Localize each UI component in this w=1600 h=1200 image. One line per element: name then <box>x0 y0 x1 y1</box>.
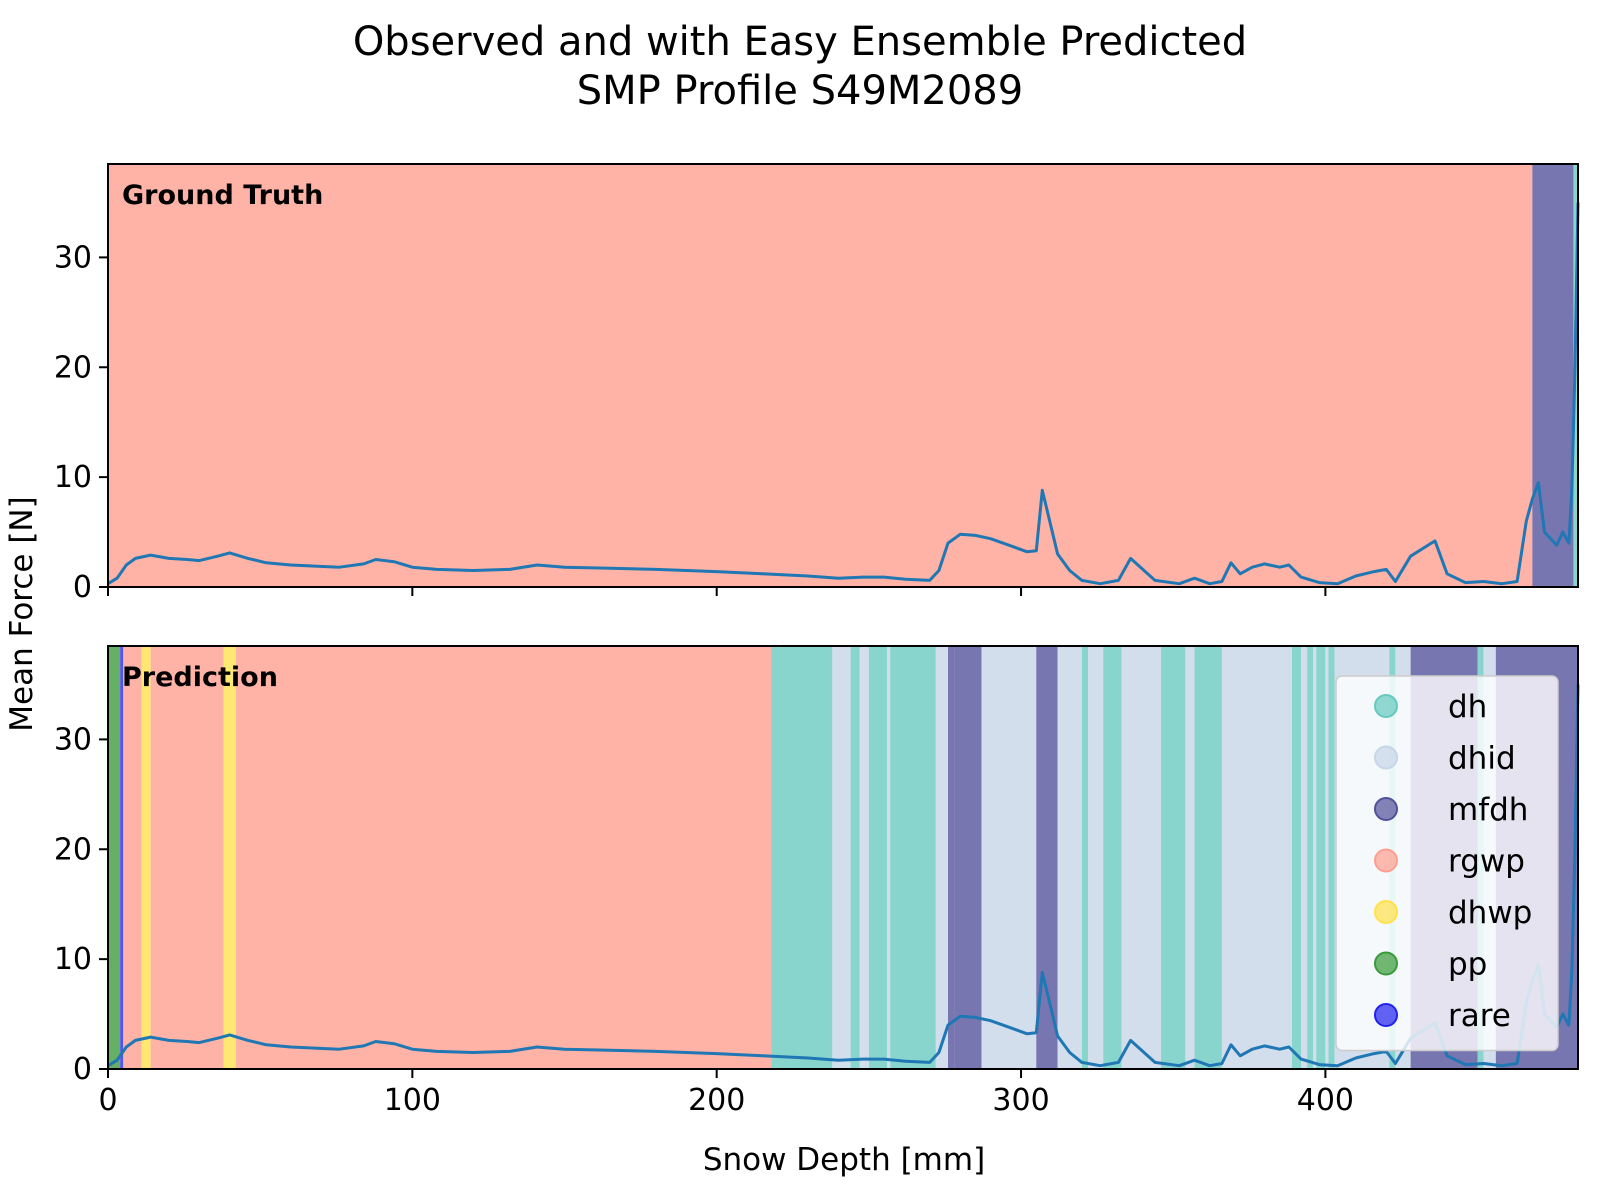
y-tick-label: 10 <box>54 942 92 977</box>
panel-label: Prediction <box>122 662 278 693</box>
y-tick-label: 20 <box>54 350 92 385</box>
segment-pp-0 <box>108 646 121 1069</box>
legend-marker-pp <box>1374 951 1398 976</box>
legend: dh dhid mfdh rgwp dhwp pp rare <box>1335 675 1559 1052</box>
legend-marker-dh <box>1374 694 1398 718</box>
segment-dhid-14 <box>935 646 948 1069</box>
legend-label-dhwp: dhwp <box>1448 895 1532 931</box>
y-tick-label: 20 <box>54 832 92 867</box>
segment-dh-7 <box>771 646 833 1069</box>
x-tick-label: 300 <box>992 1083 1049 1118</box>
y-tick-label: 0 <box>73 570 92 605</box>
x-axis-ticks: 0 100 200 300 400 <box>98 1083 1354 1118</box>
y-axis-label: Mean Force [N] <box>4 496 40 731</box>
x-axis-label: Snow Depth [mm] <box>703 1142 985 1178</box>
segment-dhid-17 <box>981 646 1037 1069</box>
legend-marker-dhwp <box>1374 900 1398 924</box>
segment-dh-9 <box>850 646 860 1069</box>
segment-dh-22 <box>1103 646 1122 1069</box>
panel-label: Ground Truth <box>122 180 323 211</box>
chart-title: Observed and with Easy Ensemble Predicte… <box>353 19 1247 65</box>
y-tick-label: 0 <box>73 1052 92 1087</box>
segment-rgwp-0 <box>108 164 1533 587</box>
segment-rgwp-2 <box>123 646 142 1069</box>
segment-mfdh-1 <box>1532 164 1574 587</box>
x-tick-label: 0 <box>98 1083 117 1118</box>
segment-dhid-19 <box>1057 646 1082 1069</box>
segment-dhid-8 <box>832 646 851 1069</box>
segment-dhid-10 <box>859 646 869 1069</box>
segment-dhid-27 <box>1221 646 1292 1069</box>
legend-marker-rgwp <box>1374 848 1398 873</box>
segment-dhid-12 <box>887 646 891 1069</box>
y-tick-label: 30 <box>54 722 92 757</box>
segment-dh-11 <box>868 646 888 1069</box>
segment-dh-32 <box>1316 646 1326 1069</box>
segment-dh-30 <box>1307 646 1314 1069</box>
force-line <box>107 202 1580 586</box>
legend-marker-dhid <box>1374 745 1398 770</box>
legend-marker-mfdh <box>1374 797 1398 821</box>
legend-label-rgwp: rgwp <box>1448 844 1525 880</box>
legend-marker-rare <box>1374 1003 1398 1027</box>
segment-dh-13 <box>890 646 936 1069</box>
legend-label-pp: pp <box>1448 947 1487 983</box>
segment-rgwp-6 <box>235 646 772 1069</box>
segment-rare-1 <box>120 646 124 1069</box>
segment-dhwp-5 <box>223 646 236 1069</box>
segment-dhwp-3 <box>141 646 151 1069</box>
chart-subtitle: SMP Profile S49M2089 <box>577 68 1023 114</box>
segment-dh-26 <box>1194 646 1222 1069</box>
segment-dhid-33 <box>1325 646 1329 1069</box>
segment-dhid-31 <box>1313 646 1317 1069</box>
segment-mfdh-15 <box>948 646 955 1069</box>
segment-dhid-23 <box>1121 646 1162 1069</box>
segment-dhid-21 <box>1088 646 1104 1069</box>
x-tick-label: 400 <box>1297 1083 1354 1118</box>
segment-dh-24 <box>1161 646 1186 1069</box>
segment-mfdh-16 <box>954 646 982 1069</box>
segment-dhid-29 <box>1301 646 1308 1069</box>
segment-dhid-25 <box>1185 646 1195 1069</box>
x-tick-label: 100 <box>384 1083 441 1118</box>
legend-label-mfdh: mfdh <box>1448 792 1528 828</box>
x-tick-label: 200 <box>688 1083 745 1118</box>
legend-label-rare: rare <box>1448 998 1511 1034</box>
segment-rgwp-4 <box>150 646 224 1069</box>
plot-frame <box>107 645 1579 1070</box>
plot-frame <box>107 163 1579 588</box>
segment-mfdh-18 <box>1036 646 1058 1069</box>
legend-label-dh: dh <box>1448 689 1487 725</box>
ground-truth-panel: 0 10 20 30 Ground Truth <box>54 163 1580 605</box>
y-tick-label: 10 <box>54 460 92 495</box>
segment-dh-34 <box>1328 646 1335 1069</box>
segment-dh-20 <box>1081 646 1088 1069</box>
segment-dh-28 <box>1291 646 1302 1069</box>
legend-label-dhid: dhid <box>1448 741 1516 777</box>
y-tick-label: 30 <box>54 240 92 275</box>
